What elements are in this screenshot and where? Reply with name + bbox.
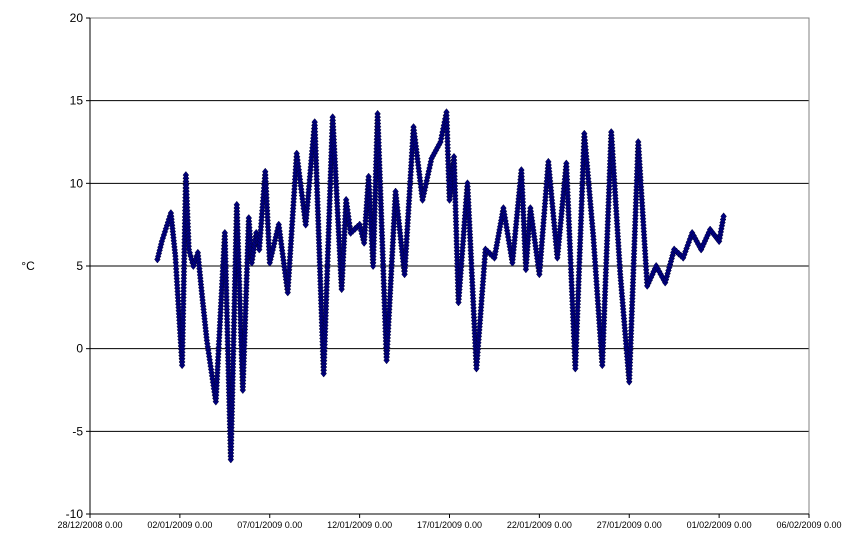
x-tick-label: 27/01/2009 0.00 [597, 520, 662, 530]
x-tick-label: 28/12/2008 0.00 [57, 520, 122, 530]
data-series [154, 108, 727, 464]
x-tick-label: 22/01/2009 0.00 [507, 520, 572, 530]
y-tick-label: -10 [66, 507, 84, 521]
y-tick-label: 0 [76, 342, 83, 356]
y-tick-label: -5 [72, 424, 83, 438]
y-axis-label: °C [21, 259, 35, 273]
y-tick-label: 20 [70, 11, 84, 25]
tick-labels: -10 -5 0 5 10 15 20 28/12/2008 0.00 02/01/2009 0… [57, 11, 841, 530]
x-tick-label: 07/01/2009 0.00 [237, 520, 302, 530]
y-tick-label: 10 [70, 176, 84, 190]
data-point [720, 212, 727, 221]
x-tick-label: 02/01/2009 0.00 [147, 520, 212, 530]
x-tick-label: 01/02/2009 0.00 [687, 520, 752, 530]
x-tick-label: 06/02/2009 0.00 [776, 520, 841, 530]
y-tick-label: 5 [76, 259, 83, 273]
y-tick-label: 15 [70, 94, 84, 108]
axes [86, 17, 810, 518]
x-tick-label: 17/01/2009 0.00 [417, 520, 482, 530]
x-tick-label: 12/01/2009 0.00 [327, 520, 392, 530]
